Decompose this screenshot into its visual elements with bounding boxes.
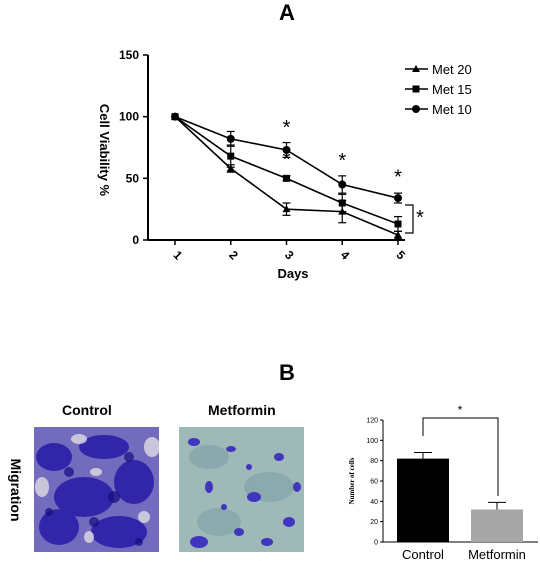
bar-y-tick-label: 0 [374,540,378,547]
y-tick-label: 100 [119,110,139,124]
x-tick-label: 3 [282,248,297,263]
bar-category-label: Metformin [468,547,526,562]
data-point [226,164,235,172]
y-tick-label: 0 [132,233,139,247]
data-point [394,194,402,203]
data-point [338,180,347,189]
x-tick-label: 1 [171,248,186,263]
legend-label: Met 15 [432,82,472,97]
x-tick-label: 2 [226,248,241,263]
data-point [282,205,291,213]
bar-chart: 0 20 40 60 80 100 120 * Number of cells Contro… [348,403,538,562]
legend-label: Met 10 [432,102,472,117]
control-micrograph [34,427,159,552]
legend-marker [412,85,420,93]
data-point [394,220,402,228]
migration-row-label: Migration [8,458,24,522]
x-tick-label: 4 [338,248,353,263]
data-point [227,152,235,160]
bar-y-tick-label: 20 [370,519,378,526]
bar-y-tick-label: 80 [370,458,378,465]
significance-star: * [394,166,402,188]
significance-star: * [283,149,291,171]
bar-y-tick-label: 120 [366,418,378,425]
data-point [171,112,179,121]
x-axis-label: Days [277,266,308,281]
metformin-micrograph-title: Metformin [208,402,276,418]
control-micrograph-title: Control [62,402,112,418]
significance-bracket [405,204,414,234]
line-chart: 0 50 100 150 1 2 3 4 5 * * * * * Met 20 Met 15 Met 10… [97,48,472,281]
significance-star: * [416,207,424,229]
data-point [283,174,290,182]
legend-marker [412,65,420,72]
y-axis-label: Cell Viability % [97,104,112,197]
significance-star: * [283,117,291,139]
legend-marker [412,105,420,113]
data-point [226,134,235,143]
bar-y-tick-label: 100 [366,438,378,445]
significance-star: * [338,150,346,172]
bar-category-label: Control [402,547,444,562]
bar [471,509,523,542]
bar-y-tick-label: 60 [370,479,378,486]
bar-significance-star: * [458,403,463,417]
panel-a-title: A [279,0,295,25]
x-tick-label: 5 [394,248,409,263]
legend-label: Met 20 [432,62,472,77]
y-tick-label: 50 [126,171,140,185]
panel-b-title: B [279,360,295,385]
data-point [394,231,402,239]
bar-y-tick-label: 40 [370,499,378,506]
data-point [338,199,346,207]
metformin-micrograph [179,427,304,552]
bar [397,458,449,542]
bar-significance-bracket [422,417,499,496]
y-tick-label: 150 [119,48,139,62]
bar-y-axis-label: Number of cells [348,457,356,504]
data-point [282,145,291,154]
